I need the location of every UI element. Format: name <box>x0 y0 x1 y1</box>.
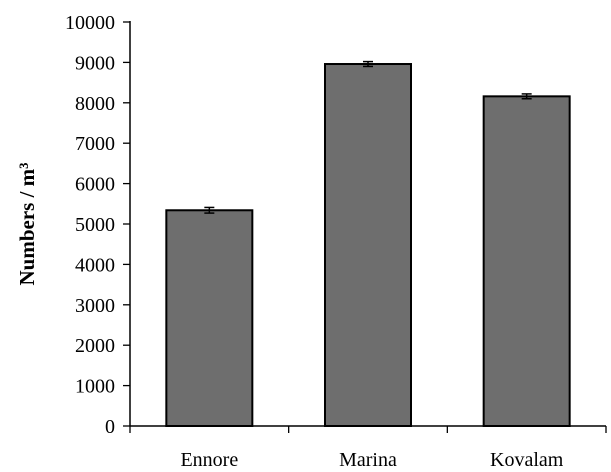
y-tick-label-9: 9000 <box>75 52 115 74</box>
bar-marina <box>325 64 411 426</box>
bar-kovalam <box>484 96 570 426</box>
x-tick-label-marina: Marina <box>339 449 397 471</box>
y-tick-label-3: 3000 <box>75 295 115 317</box>
y-tick-label-2: 2000 <box>75 335 115 357</box>
y-tick-label-8: 8000 <box>75 93 115 115</box>
y-tick-label-7: 7000 <box>75 133 115 155</box>
y-tick-label-1: 1000 <box>75 376 115 398</box>
y-tick-label-4: 4000 <box>75 254 115 276</box>
bar-ennore <box>166 210 252 426</box>
x-axis-ticks: Ennore Marina Kovalam <box>130 426 606 471</box>
y-tick-label-5: 5000 <box>75 214 115 236</box>
y-axis-ticks: 0 1000 2000 3000 4000 5000 6000 7000 8000 9000 100… <box>65 12 130 438</box>
x-tick-label-kovalam: Kovalam <box>490 449 564 471</box>
x-tick-label-ennore: Ennore <box>180 449 238 471</box>
bars <box>166 62 569 426</box>
y-tick-label-10: 10000 <box>65 12 115 34</box>
y-tick-label-6: 6000 <box>75 174 115 196</box>
y-tick-label-0: 0 <box>105 416 115 438</box>
y-axis-title: Numbers / m³ <box>15 163 39 286</box>
